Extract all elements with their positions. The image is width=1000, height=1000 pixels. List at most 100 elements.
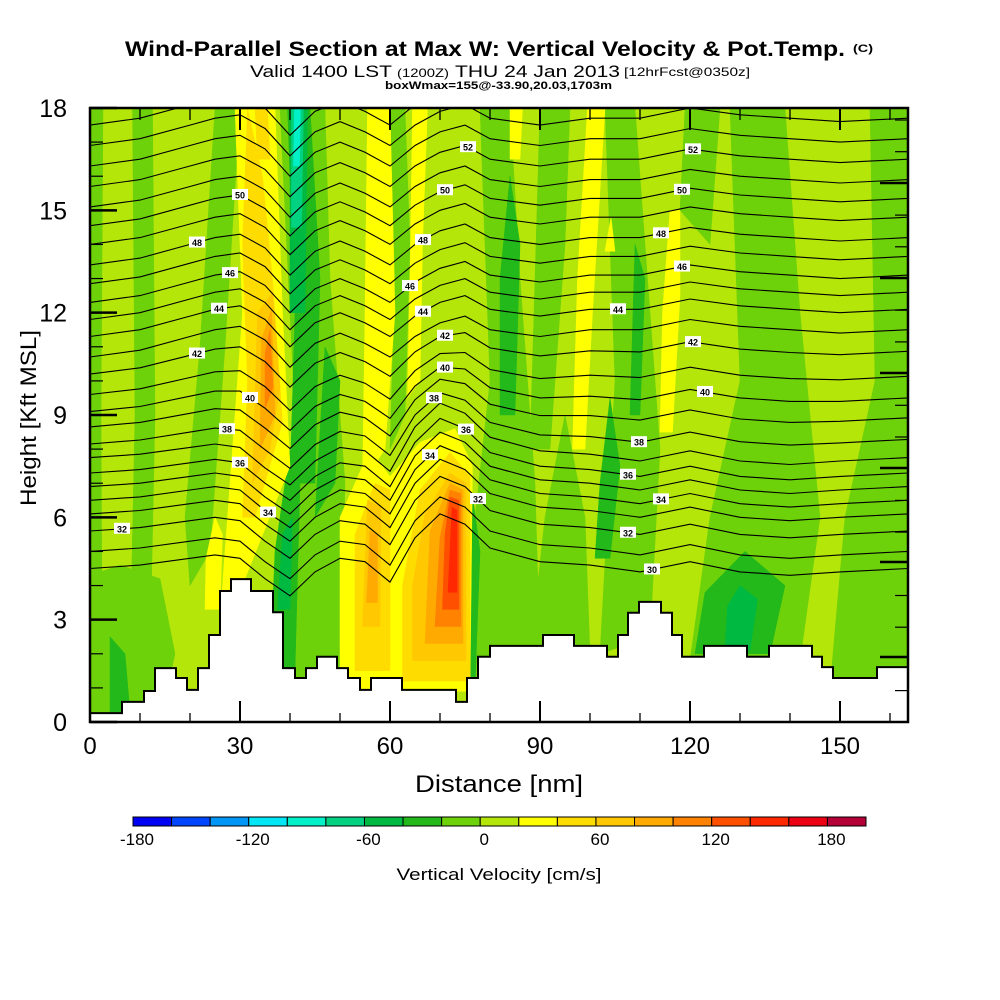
colorbar-swatch bbox=[672, 816, 713, 827]
contour-label: 42 bbox=[437, 329, 453, 341]
isentrope-line bbox=[90, 144, 908, 198]
contour-label-box bbox=[260, 506, 276, 518]
x-tick-label: 90 bbox=[527, 733, 554, 760]
isentrope-line bbox=[90, 458, 908, 542]
contour-label-text: 46 bbox=[677, 262, 687, 272]
isentrope-line bbox=[90, 417, 908, 502]
valid-time-utc: (1200Z) bbox=[397, 66, 449, 80]
contour-label: 46 bbox=[402, 280, 418, 292]
contour-label-text: 38 bbox=[222, 425, 232, 435]
contour-label: 46 bbox=[222, 267, 238, 279]
colorbar-swatch bbox=[441, 816, 481, 827]
contour-label-text: 50 bbox=[677, 185, 687, 195]
contour-label-text: 36 bbox=[623, 470, 633, 480]
contour-label: 50 bbox=[674, 183, 690, 195]
contour-label: 40 bbox=[437, 361, 453, 373]
contour-label-box bbox=[402, 280, 418, 292]
colorbar-tick-label: -180 bbox=[120, 830, 154, 849]
y-axis-label: Height [Kft MSL] bbox=[16, 330, 41, 506]
contour-label-text: 34 bbox=[425, 451, 435, 461]
isentrope-line bbox=[90, 124, 908, 177]
contour-label: 52 bbox=[685, 143, 701, 155]
contour-label: 52 bbox=[460, 141, 476, 153]
contour-label-box bbox=[610, 303, 626, 315]
contour-label-text: 50 bbox=[440, 186, 450, 196]
contour-label-text: 32 bbox=[117, 524, 127, 534]
colorbar-swatch bbox=[518, 816, 558, 827]
contour-label-text: 36 bbox=[235, 458, 245, 468]
contour-label: 44 bbox=[415, 305, 431, 317]
x-tick-label: 30 bbox=[227, 733, 254, 760]
contour-label-text: 40 bbox=[700, 387, 710, 397]
contour-label-text: 44 bbox=[613, 305, 623, 315]
velocity-region bbox=[604, 216, 616, 252]
terrain-mask bbox=[90, 578, 908, 722]
contour-label-text: 32 bbox=[623, 528, 633, 538]
contour-label-text: 34 bbox=[263, 508, 273, 518]
colorbar-swatch bbox=[711, 816, 751, 827]
velocity-region bbox=[447, 506, 458, 593]
colorbar-swatch bbox=[749, 816, 790, 827]
contour-label-text: 48 bbox=[418, 236, 428, 246]
contour-label-box bbox=[620, 526, 636, 538]
velocity-region bbox=[362, 108, 396, 484]
contour-label-text: 46 bbox=[225, 269, 235, 279]
contour-label-text: 40 bbox=[245, 393, 255, 403]
colorbar-tick-label: -60 bbox=[356, 830, 381, 849]
contour-label-box bbox=[653, 493, 669, 505]
contour-label-text: 52 bbox=[463, 143, 473, 153]
isentrope-line bbox=[90, 402, 908, 486]
y-tick-label: 3 bbox=[53, 607, 67, 635]
colorbar-swatch bbox=[363, 816, 404, 827]
contour-label: 42 bbox=[685, 336, 701, 348]
contour-label: 50 bbox=[437, 184, 453, 196]
colorbar-swatch bbox=[209, 816, 250, 827]
isentrope-line bbox=[90, 315, 908, 368]
contour-label-text: 42 bbox=[688, 338, 698, 348]
copyright-mark: (C) bbox=[853, 43, 873, 55]
velocity-region bbox=[293, 108, 301, 167]
contour-label-box bbox=[114, 522, 130, 534]
contour-label-text: 44 bbox=[418, 307, 428, 317]
contour-label-text: 32 bbox=[473, 495, 483, 505]
velocity-region bbox=[499, 175, 521, 416]
contour-label-box bbox=[620, 468, 636, 480]
contour-label: 36 bbox=[620, 468, 636, 480]
contour-label-box bbox=[415, 305, 431, 317]
colorbar-swatch bbox=[788, 816, 828, 827]
contour-label-text: 42 bbox=[440, 331, 450, 341]
contour-label: 40 bbox=[697, 385, 713, 397]
x-tick-label: 120 bbox=[670, 733, 710, 760]
contour-label: 32 bbox=[620, 526, 636, 538]
contour-label-text: 30 bbox=[647, 565, 657, 575]
contour-label: 34 bbox=[260, 506, 276, 518]
contour-label-box bbox=[470, 493, 486, 505]
contour-label-box bbox=[232, 188, 248, 200]
colorbar-swatch bbox=[286, 816, 327, 827]
colorbar-swatch bbox=[556, 816, 597, 827]
isentrope-line bbox=[90, 278, 908, 331]
contour-label-text: 52 bbox=[688, 145, 698, 155]
contour-label: 34 bbox=[653, 493, 669, 505]
isentrope-line bbox=[90, 496, 908, 580]
colorbar bbox=[132, 816, 867, 827]
colorbar-swatch bbox=[826, 816, 867, 827]
contour-label: 30 bbox=[644, 563, 660, 575]
colorbar-tick-labels: -180 -120 -60 0 60 120 180 bbox=[120, 830, 846, 849]
contour-label-text: 36 bbox=[461, 425, 471, 435]
contour-label: 46 bbox=[674, 260, 690, 272]
colorbar-swatch bbox=[595, 816, 636, 827]
contour-label: 32 bbox=[114, 522, 130, 534]
colorbar-swatch bbox=[132, 816, 173, 827]
velocity-field bbox=[90, 108, 908, 722]
contour-label-text: 38 bbox=[634, 438, 644, 448]
contour-label-box bbox=[674, 183, 690, 195]
contour-label: 36 bbox=[458, 423, 474, 435]
colorbar-swatch bbox=[248, 816, 288, 827]
x-tick-label: 150 bbox=[820, 733, 860, 760]
contour-label-text: 40 bbox=[440, 363, 450, 373]
velocity-region bbox=[594, 397, 621, 559]
contour-label-box bbox=[426, 392, 442, 404]
contour-label-text: 46 bbox=[405, 282, 415, 292]
colorbar-swatch bbox=[402, 816, 443, 827]
